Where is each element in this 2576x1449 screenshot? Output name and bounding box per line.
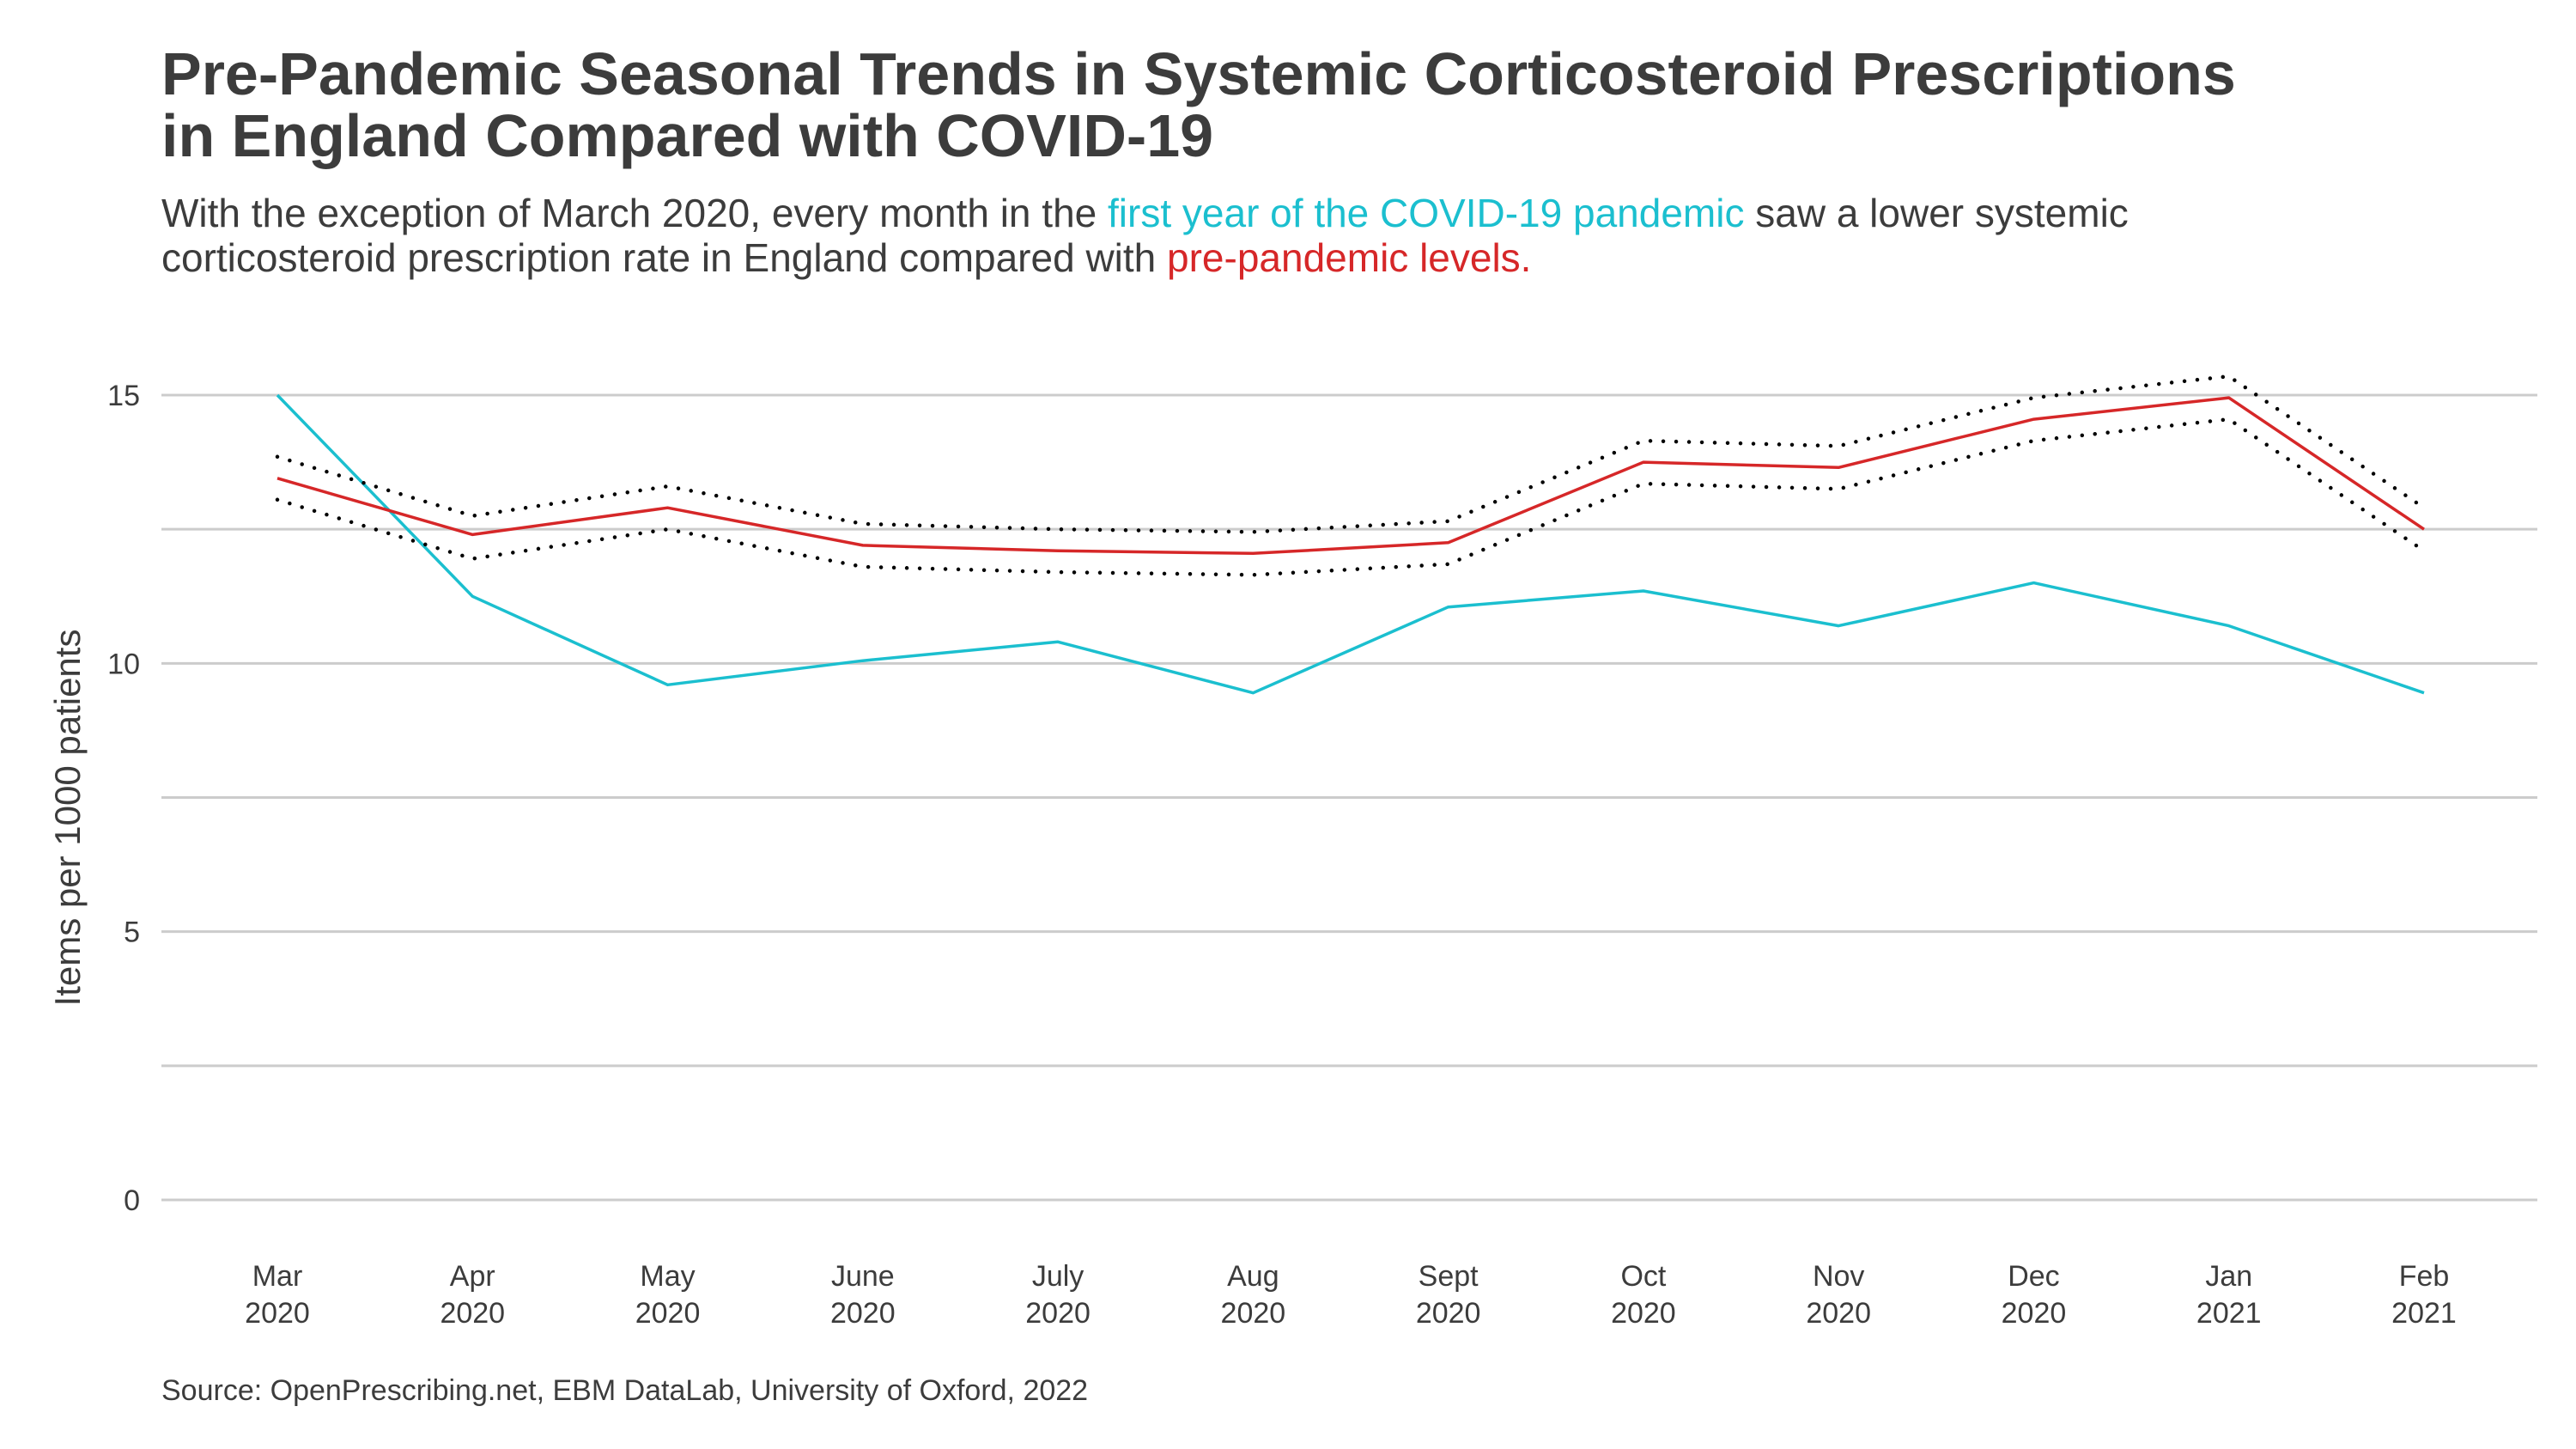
x-tick-label-year: 2020 <box>1416 1297 1481 1330</box>
series-line-pre <box>276 396 2425 556</box>
x-tick-label-year: 2020 <box>1025 1297 1091 1330</box>
y-axis-title: Items per 1000 patients <box>47 630 88 1007</box>
series-line-pre-upper <box>275 374 2427 534</box>
x-tick-labels: Mar 2020 Apr 2020 May 2020 June 2020 July 2020 Aug… <box>245 1260 2457 1330</box>
x-tick-label-month: Dec <box>2008 1260 2059 1293</box>
subtitle-part1: With the exception of March 2020, every … <box>161 191 1109 235</box>
x-tick-label-year: 2020 <box>1611 1297 1676 1330</box>
chart-title-line1: Pre-Pandemic Seasonal Trends in Systemic… <box>161 40 2236 107</box>
x-tick-label-month: Mar <box>252 1260 303 1293</box>
x-tick-label-year: 2020 <box>635 1297 701 1330</box>
y-tick-labels: 0 5 10 15 <box>107 380 140 1217</box>
x-tick-label-year: 2020 <box>1221 1297 1286 1330</box>
y-tick-label: 0 <box>124 1184 140 1217</box>
series-lines <box>275 374 2427 695</box>
x-tick-label-month: Aug <box>1227 1260 1279 1293</box>
x-tick-label-year: 2020 <box>245 1297 310 1330</box>
chart-title-line2: in England Compared with COVID-19 <box>161 102 1214 169</box>
chart-subtitle: With the exception of March 2020, every … <box>161 191 2531 280</box>
x-tick-label-year: 2021 <box>2196 1297 2262 1330</box>
series-line-covid <box>276 393 2425 695</box>
x-tick-label-year: 2020 <box>2002 1297 2067 1330</box>
subtitle-part3: corticosteroid prescription rate in Engl… <box>161 235 1168 280</box>
x-tick-label-year: 2020 <box>1806 1297 1871 1330</box>
x-tick-label-month: June <box>831 1260 895 1293</box>
series-line-pre-lower <box>275 417 2427 577</box>
x-tick-label-year: 2021 <box>2391 1297 2457 1330</box>
x-tick-label-month: Sept <box>1419 1260 1479 1293</box>
x-tick-label-month: May <box>640 1260 695 1293</box>
subtitle-pre-highlight: pre-pandemic levels. <box>1167 235 1532 280</box>
gridlines <box>161 393 2537 1202</box>
y-tick-label: 10 <box>107 648 140 680</box>
source-note: Source: OpenPrescribing.net, EBM DataLab… <box>161 1374 1089 1407</box>
x-tick-label-month: Jan <box>2205 1260 2252 1293</box>
chart-title: Pre-Pandemic Seasonal Trends in Systemic… <box>161 43 2531 167</box>
x-tick-label-month: Nov <box>1813 1260 1864 1293</box>
x-tick-label-year: 2020 <box>830 1297 896 1330</box>
y-tick-label: 5 <box>124 916 140 949</box>
subtitle-covid-highlight: first year of the COVID-19 pandemic <box>1108 191 1745 235</box>
x-tick-label-month: July <box>1032 1260 1084 1293</box>
y-tick-label: 15 <box>107 380 140 412</box>
x-tick-label-month: Oct <box>1620 1260 1666 1293</box>
x-tick-label-year: 2020 <box>440 1297 505 1330</box>
subtitle-part2: saw a lower systemic <box>1744 191 2129 235</box>
x-tick-label-month: Feb <box>2399 1260 2450 1293</box>
x-tick-label-month: Apr <box>450 1260 495 1293</box>
